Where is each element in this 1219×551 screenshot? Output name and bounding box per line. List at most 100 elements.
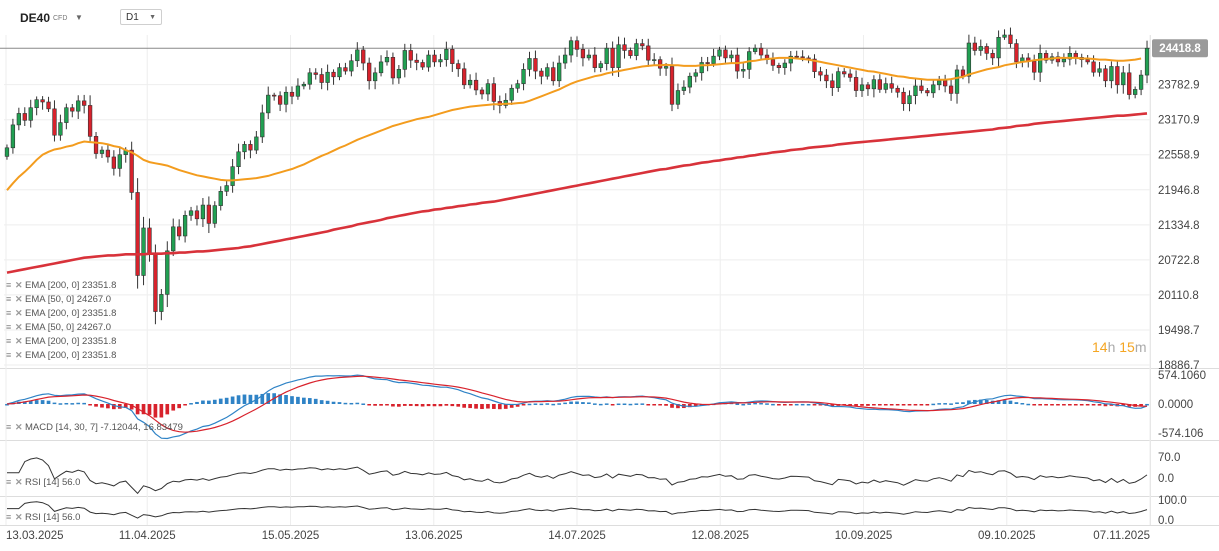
candle — [889, 83, 894, 89]
candle — [812, 58, 817, 72]
close-icon[interactable]: ✕ — [15, 336, 23, 346]
legend-text: EMA [200, 0] 23351.8 — [25, 336, 117, 347]
candle — [545, 67, 550, 77]
date-tick-label: 14.07.2025 — [548, 530, 606, 542]
macd-histogram-bar — [5, 404, 9, 406]
macd-histogram-bar — [313, 398, 318, 404]
macd-histogram-bar — [640, 403, 645, 405]
legend-row-ema[interactable]: ≡ ✕ EMA [200, 0] 23351.8 — [6, 350, 116, 364]
macd-tick-label: -574.106 — [1158, 428, 1203, 440]
macd-histogram-bar — [622, 403, 627, 406]
menu-icon[interactable]: ≡ — [6, 280, 12, 290]
close-icon[interactable]: ✕ — [15, 322, 23, 332]
candle — [432, 54, 437, 63]
rsi-tick-label: 100.0 — [1158, 495, 1187, 507]
candle — [610, 47, 615, 68]
macd-histogram-bar — [195, 401, 199, 404]
macd-histogram-bar — [937, 403, 942, 405]
rsi-line — [7, 501, 1148, 519]
close-icon[interactable]: ✕ — [15, 308, 23, 318]
macd-histogram-bar — [634, 403, 639, 405]
macd-histogram-bar — [800, 403, 805, 406]
macd-histogram-bar — [1127, 404, 1132, 407]
candle — [847, 73, 853, 78]
menu-icon[interactable]: ≡ — [6, 477, 12, 487]
legend-row-ema[interactable]: ≡ ✕ EMA [200, 0] 23351.8 — [6, 308, 116, 322]
candle — [1038, 53, 1043, 73]
macd-histogram-bar — [165, 404, 170, 415]
candle — [883, 83, 888, 90]
legend-row-ema[interactable]: ≡ ✕ EMA [50, 0] 24267.0 — [6, 294, 111, 308]
legend-row-rsi[interactable]: ≡ ✕ RSI [14] 56.0 — [6, 512, 80, 526]
macd-histogram-bar — [147, 404, 152, 415]
candle — [562, 54, 568, 64]
close-icon[interactable]: ✕ — [15, 512, 23, 522]
candle — [800, 56, 805, 59]
menu-icon[interactable]: ≡ — [6, 350, 12, 360]
macd-histogram-bar — [581, 402, 585, 404]
macd-histogram-bar — [349, 402, 354, 405]
menu-icon[interactable]: ≡ — [6, 336, 12, 346]
close-icon[interactable]: ✕ — [15, 477, 23, 487]
candle — [901, 91, 906, 105]
macd-histogram-bar — [848, 404, 852, 406]
close-icon[interactable]: ✕ — [15, 294, 23, 304]
price-tick-label: 20110.8 — [1158, 290, 1199, 302]
macd-histogram-bar — [818, 404, 823, 406]
legend-row-macd[interactable]: ≡ ✕ MACD [14, 30, 7] -7.12044, 16.83479 — [6, 422, 183, 436]
candle — [82, 100, 87, 106]
macd-tick-label: 574.1060 — [1158, 370, 1206, 382]
close-icon[interactable]: ✕ — [15, 422, 23, 432]
candle — [580, 49, 586, 59]
macd-histogram-bar — [373, 404, 377, 406]
candle — [937, 80, 942, 86]
candle — [52, 108, 57, 136]
macd-histogram-bar — [509, 404, 514, 408]
legend-row-rsi[interactable]: ≡ ✕ RSI [14] 56.0 — [6, 477, 80, 491]
axis-labels: 23782.9 23170.9 22558.9 21946.8 21334.8 20722… — [6, 80, 1206, 542]
macd-histogram-bar — [652, 404, 657, 406]
macd-histogram-bar — [355, 402, 360, 405]
candle — [865, 84, 871, 90]
candle — [972, 42, 977, 51]
candle — [456, 63, 461, 70]
menu-icon[interactable]: ≡ — [6, 512, 12, 522]
current-price-label: 24418.8 — [1159, 43, 1201, 55]
legend-row-ema[interactable]: ≡ ✕ EMA [200, 0] 23351.8 — [6, 280, 116, 294]
menu-icon[interactable]: ≡ — [6, 294, 12, 304]
candle — [978, 46, 983, 51]
timeframe-select[interactable]: D1 ▼ — [120, 9, 162, 25]
macd-histogram-bar — [866, 404, 870, 406]
rsi-tick-label: 70.0 — [1158, 452, 1180, 464]
symbol-dropdown-caret-icon[interactable]: ▼ — [75, 13, 83, 22]
candle — [551, 67, 556, 82]
close-icon[interactable]: ✕ — [15, 350, 23, 360]
countdown-hours: 14 — [1092, 339, 1108, 355]
menu-icon[interactable]: ≡ — [6, 322, 12, 332]
macd-histogram-bar — [1109, 404, 1114, 406]
menu-icon[interactable]: ≡ — [6, 308, 12, 318]
macd-histogram-bar — [1044, 404, 1048, 406]
candle — [129, 149, 134, 193]
candle — [741, 69, 746, 72]
macd-histogram-bar — [141, 404, 146, 415]
candle — [58, 122, 63, 136]
macd-histogram-bar — [735, 403, 740, 406]
macd-histogram-bar — [1014, 402, 1019, 404]
macd-histogram-bar — [112, 404, 116, 410]
macd-histogram-bar — [604, 403, 609, 405]
close-icon[interactable]: ✕ — [15, 280, 23, 290]
macd-histogram-bar — [397, 404, 401, 407]
legend-row-ema[interactable]: ≡ ✕ EMA [200, 0] 23351.8 — [6, 336, 116, 350]
macd-histogram-bar — [788, 404, 793, 406]
symbol-label[interactable]: DE40 — [20, 11, 51, 25]
candle — [200, 204, 206, 220]
macd-histogram-bar — [646, 404, 651, 406]
ema200-line — [6, 112, 1148, 274]
macd-histogram-bar — [402, 404, 407, 406]
candle — [1043, 53, 1049, 61]
legend-row-ema[interactable]: ≡ ✕ EMA [50, 0] 24267.0 — [6, 322, 111, 336]
macd-histogram-bar — [129, 404, 134, 410]
menu-icon[interactable]: ≡ — [6, 422, 12, 432]
